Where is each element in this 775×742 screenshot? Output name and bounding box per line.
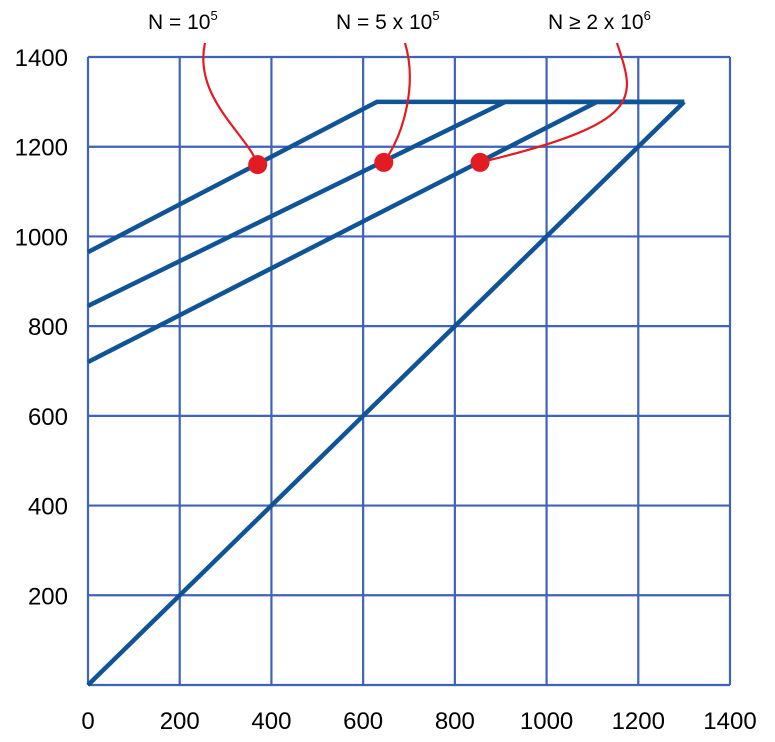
annotation-leader [382, 42, 411, 164]
series-line-4 [86, 100, 686, 687]
y-tick-labels: 200 400 600 800 1000 1200 1400 [15, 45, 68, 610]
annotation-label: N ≥ 2 x 106 [548, 8, 651, 34]
annotation-label-main: N = 10 [148, 11, 210, 34]
y-tick-label: 1400 [15, 45, 68, 72]
annotation-marker [374, 152, 394, 172]
y-tick-label: 200 [28, 583, 68, 610]
annotation-marker [470, 152, 490, 172]
x-tick-label: 1200 [612, 708, 665, 735]
x-tick-label: 0 [81, 708, 94, 735]
x-tick-labels: 0 200 400 600 800 1000 1200 1400 [81, 708, 756, 735]
annotation-label-main: N ≥ 2 x 10 [548, 11, 644, 34]
annotation-label: N = 105 [148, 8, 218, 34]
y-tick-label: 1200 [15, 135, 68, 162]
annotation-label-main: N = 5 x 10 [336, 11, 432, 34]
x-tick-label: 1400 [703, 708, 756, 735]
annotation-label-exponent: 5 [210, 8, 217, 23]
annotation-label-exponent: 5 [432, 8, 439, 23]
y-tick-label: 400 [28, 494, 68, 521]
x-tick-label: 1000 [520, 708, 573, 735]
grid [86, 55, 732, 687]
annotation-leader [479, 42, 629, 164]
x-tick-label: 400 [251, 708, 291, 735]
x-tick-label: 600 [343, 708, 383, 735]
annotations: N = 105 N = 5 x 105 N ≥ 2 x 106 [148, 8, 651, 175]
x-tick-label: 200 [160, 708, 200, 735]
annotation-leader [202, 42, 259, 166]
annotation-label-exponent: 6 [644, 8, 651, 23]
annotation-marker [248, 155, 268, 175]
y-tick-label: 1000 [15, 224, 68, 251]
x-tick-label: 800 [435, 708, 475, 735]
series-line-3 [86, 99, 685, 365]
series-lines [86, 99, 686, 687]
y-tick-label: 800 [28, 314, 68, 341]
y-tick-label: 600 [28, 404, 68, 431]
annotation-label: N = 5 x 105 [336, 8, 440, 34]
